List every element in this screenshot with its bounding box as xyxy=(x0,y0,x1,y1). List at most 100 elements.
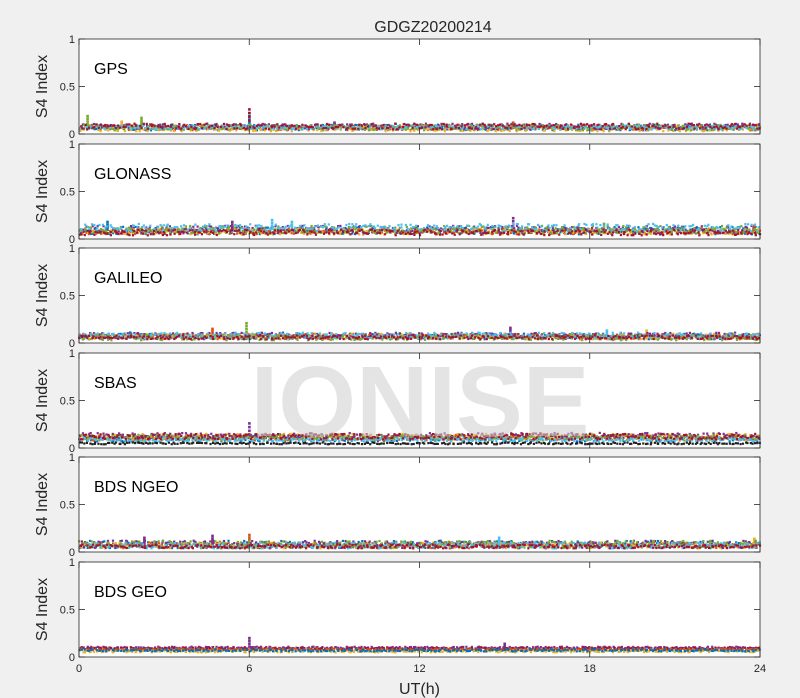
data-point xyxy=(196,126,199,130)
data-point xyxy=(644,228,647,231)
data-point xyxy=(437,228,440,231)
data-point xyxy=(112,227,115,230)
data-point xyxy=(129,125,132,128)
data-point xyxy=(120,232,123,235)
data-point xyxy=(121,229,124,233)
data-point xyxy=(684,225,687,228)
data-point xyxy=(88,231,91,234)
data-point xyxy=(670,124,673,127)
data-point xyxy=(481,232,484,235)
data-point xyxy=(642,229,645,232)
data-point xyxy=(551,126,554,129)
data-point xyxy=(337,127,340,130)
data-point xyxy=(203,338,206,341)
data-point xyxy=(405,123,408,126)
data-point xyxy=(605,123,608,126)
data-point xyxy=(276,123,279,126)
data-point xyxy=(297,127,300,130)
data-point xyxy=(259,232,263,235)
data-point xyxy=(680,228,683,232)
data-point xyxy=(176,226,179,229)
data-point xyxy=(670,233,673,236)
data-point xyxy=(304,228,307,231)
data-point xyxy=(533,123,536,126)
data-point xyxy=(258,228,261,231)
y-tick-label: 1 xyxy=(69,139,75,151)
data-point xyxy=(478,123,482,126)
data-point xyxy=(162,224,165,227)
data-point xyxy=(726,231,729,234)
data-point xyxy=(341,230,344,234)
data-point xyxy=(720,228,723,231)
data-point xyxy=(718,232,722,235)
data-point xyxy=(324,125,327,128)
data-point xyxy=(321,231,324,234)
data-point xyxy=(413,129,416,132)
data-point xyxy=(495,126,499,129)
data-point xyxy=(443,231,446,234)
data-point xyxy=(606,232,609,235)
data-point xyxy=(463,124,467,127)
data-point xyxy=(88,337,91,340)
data-point xyxy=(282,232,285,235)
data-point xyxy=(360,124,363,127)
data-point xyxy=(117,233,120,236)
data-point xyxy=(334,126,337,129)
data-point xyxy=(680,226,683,229)
data-point xyxy=(483,338,486,341)
data-point xyxy=(661,333,664,336)
data-point xyxy=(286,230,289,233)
data-point xyxy=(205,231,208,234)
data-point xyxy=(588,228,591,232)
data-point xyxy=(196,123,199,126)
data-point xyxy=(140,126,143,129)
data-point xyxy=(727,224,730,227)
data-point xyxy=(131,231,134,234)
data-point xyxy=(624,226,628,229)
data-point xyxy=(456,123,459,126)
data-point xyxy=(191,229,194,232)
data-point xyxy=(385,228,388,232)
data-point xyxy=(757,226,760,229)
data-point xyxy=(654,229,658,233)
data-point xyxy=(581,227,584,230)
data-point xyxy=(193,228,197,231)
data-point xyxy=(658,128,661,131)
data-point xyxy=(697,227,700,231)
data-point xyxy=(663,230,666,233)
data-point xyxy=(194,123,197,127)
data-point xyxy=(208,126,211,129)
data-point xyxy=(387,123,390,127)
data-point xyxy=(147,125,150,128)
data-point xyxy=(758,124,761,127)
data-point xyxy=(234,227,237,230)
data-point xyxy=(607,227,610,230)
data-point xyxy=(465,231,468,234)
data-point xyxy=(284,128,287,131)
data-point xyxy=(662,130,665,133)
data-point xyxy=(244,228,247,231)
data-point xyxy=(383,124,386,127)
data-point xyxy=(668,125,671,129)
data-point xyxy=(610,230,613,233)
data-point xyxy=(165,234,169,237)
data-point xyxy=(650,228,653,231)
data-point xyxy=(484,128,487,131)
data-point xyxy=(97,229,100,232)
spike-point xyxy=(140,123,143,127)
data-point xyxy=(285,128,289,131)
data-point xyxy=(221,227,224,230)
data-point xyxy=(402,123,405,126)
data-point xyxy=(125,227,128,230)
data-point xyxy=(713,229,716,232)
data-point xyxy=(82,228,85,231)
data-point xyxy=(394,232,397,235)
data-point xyxy=(383,228,386,231)
data-point xyxy=(714,124,717,127)
data-point xyxy=(726,123,729,126)
spike-point xyxy=(106,220,109,224)
data-point xyxy=(96,335,99,338)
data-point xyxy=(706,231,709,235)
data-point xyxy=(494,130,497,133)
data-point xyxy=(517,128,521,131)
